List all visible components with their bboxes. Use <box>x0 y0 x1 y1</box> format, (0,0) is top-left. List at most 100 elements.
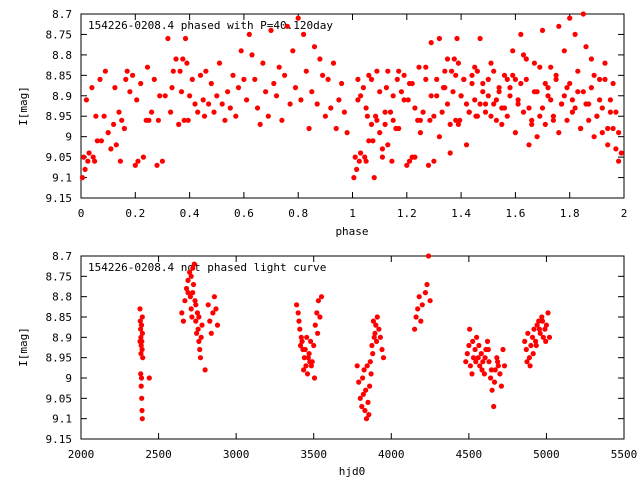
phased-plot-point <box>330 60 337 66</box>
raw-plot-title: 154226-0208.4 not phased light curve <box>88 261 326 274</box>
phased-plot-point <box>610 125 616 132</box>
phased-plot-point <box>442 68 448 74</box>
phased-plot-point <box>379 146 385 152</box>
phased-plot-point <box>363 158 369 164</box>
raw-plot-point <box>189 314 195 320</box>
phased-plot-point <box>605 142 611 148</box>
phased-plot-point <box>151 76 157 82</box>
phased-plot-point <box>461 76 467 82</box>
raw-plot-point <box>298 334 304 340</box>
phased-plot-point <box>591 72 597 78</box>
raw-plot-point <box>543 322 550 328</box>
phased-plot-point <box>341 109 347 115</box>
raw-plot-point <box>527 363 533 369</box>
phased-plot-point <box>252 76 258 82</box>
phased-plot-point <box>463 142 470 148</box>
phased-plot-point <box>472 97 478 103</box>
phased-plot-point <box>455 121 461 127</box>
phased-plot-point <box>482 109 489 115</box>
phased-plot-point <box>523 76 529 82</box>
raw-plot-point <box>530 351 536 357</box>
raw-plot-point <box>466 342 472 349</box>
raw-plot-point <box>196 314 202 320</box>
phased-plot-point <box>607 109 614 115</box>
phased-plot-point <box>417 130 423 136</box>
raw-plot-point <box>139 395 145 401</box>
phased-plot-title: 154226-0208.4 phased with P=40.120day <box>88 19 333 32</box>
raw-plot-point <box>314 310 320 316</box>
phased-plot-point <box>548 64 554 70</box>
raw-plot-point <box>425 253 432 259</box>
phased-plot-point <box>97 76 103 82</box>
phased-plot-point <box>276 64 282 70</box>
raw-plot-point <box>312 322 318 328</box>
phased-plot-ytick-label: 8.8 <box>52 49 72 62</box>
phased-plot-point <box>358 93 364 99</box>
phased-plot-point <box>469 80 475 87</box>
phased-plot-point <box>360 85 366 91</box>
phased-plot-point <box>355 97 361 103</box>
phased-plot-point <box>591 134 597 140</box>
raw-plot-point <box>380 355 387 361</box>
phased-plot-point <box>431 158 437 164</box>
raw-plot-point <box>486 359 492 365</box>
raw-plot-point <box>475 355 481 361</box>
phased-plot-ytick-label: 9.05 <box>46 151 73 164</box>
raw-plot-point <box>540 334 546 340</box>
phased-plot-point <box>358 150 364 156</box>
phased-plot-point <box>382 121 388 127</box>
phased-plot-point <box>233 113 239 119</box>
phased-plot-point <box>469 72 475 78</box>
phased-plot-point <box>493 117 499 123</box>
phased-plot-point <box>134 97 140 103</box>
phased-plot-point <box>336 97 342 103</box>
phased-plot-xtick-label: 0.8 <box>288 207 308 220</box>
raw-plot-point <box>484 338 491 344</box>
phased-plot-point <box>588 56 595 62</box>
phased-plot-point <box>417 117 423 123</box>
phased-plot-point <box>618 150 624 156</box>
raw-plot-ticks: 2000 2500 3000 3500 4000 4500 5000 5500 8.7 8.75 8… <box>46 250 638 461</box>
raw-plot-point <box>491 379 498 385</box>
phased-plot-point <box>545 93 551 99</box>
raw-plot-point <box>208 330 214 336</box>
raw-plot-point <box>307 359 313 365</box>
phased-plot-point <box>575 68 581 74</box>
phased-plot-xtick-label: 1.4 <box>451 207 471 220</box>
phased-plot-point <box>363 105 369 111</box>
raw-plot-point <box>427 298 433 304</box>
raw-plot-point <box>539 318 546 324</box>
phased-plot-point <box>195 109 201 115</box>
phased-plot-point <box>154 162 160 168</box>
phased-plot-point <box>588 85 595 91</box>
phased-plot-point <box>82 166 88 172</box>
phased-plot-point <box>394 76 400 82</box>
phased-plot-xtick-label: 0.4 <box>180 207 200 220</box>
phased-plot-point <box>165 35 171 42</box>
raw-plot-point <box>467 363 473 369</box>
phased-plot-point <box>488 113 494 119</box>
raw-plot-point <box>302 346 308 353</box>
phased-plot-point <box>520 52 527 58</box>
raw-plot-point <box>214 322 221 328</box>
raw-plot-point <box>196 338 202 344</box>
raw-plot-point <box>546 334 553 340</box>
raw-plot-point <box>413 314 419 320</box>
raw-plot-point <box>362 407 368 414</box>
phased-plot-point <box>561 48 567 54</box>
raw-plot-point <box>534 322 540 328</box>
phased-plot-point <box>203 68 209 74</box>
phased-plot-point <box>86 150 92 156</box>
raw-plot-point <box>498 383 504 389</box>
raw-plot-xtick-label: 3000 <box>223 448 250 461</box>
raw-plot-point <box>205 302 211 308</box>
raw-plot-point <box>370 351 376 357</box>
phased-plot-point <box>149 109 155 115</box>
phased-plot-point <box>396 125 402 132</box>
phased-plot-ytick-label: 8.7 <box>52 8 72 21</box>
phased-plot-point <box>616 130 622 136</box>
phased-plot-point <box>159 158 165 164</box>
raw-plot-point <box>542 326 548 332</box>
phased-plot-point <box>613 146 619 152</box>
phased-plot-point <box>83 97 89 103</box>
